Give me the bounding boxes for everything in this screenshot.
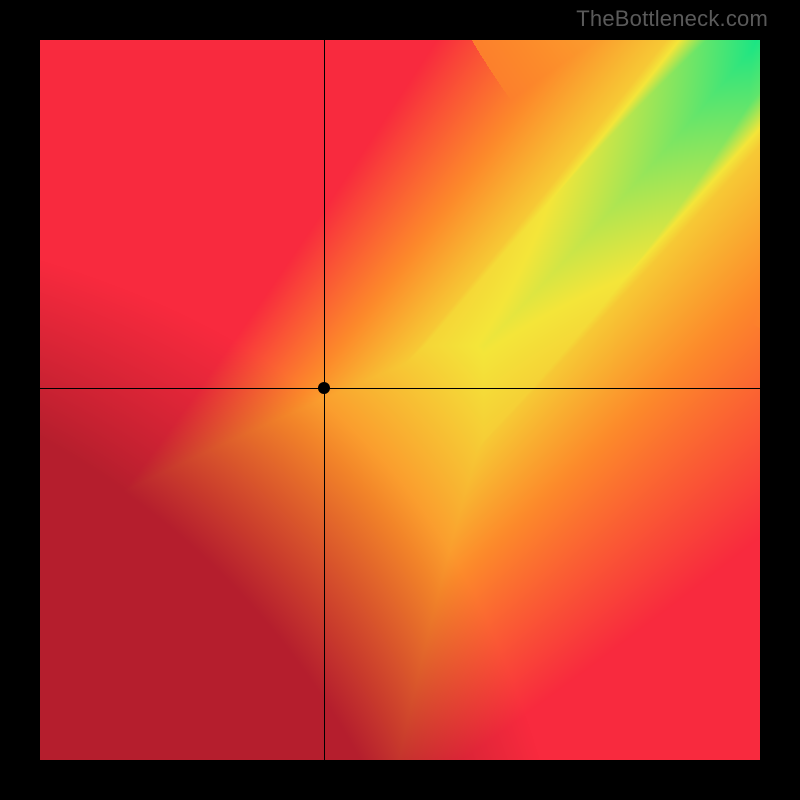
- crosshair-marker-dot: [318, 382, 330, 394]
- crosshair-horizontal: [40, 388, 760, 389]
- plot-area: [40, 40, 760, 760]
- heatmap-canvas: [40, 40, 760, 760]
- crosshair-vertical: [324, 40, 325, 760]
- watermark-text: TheBottleneck.com: [576, 6, 768, 32]
